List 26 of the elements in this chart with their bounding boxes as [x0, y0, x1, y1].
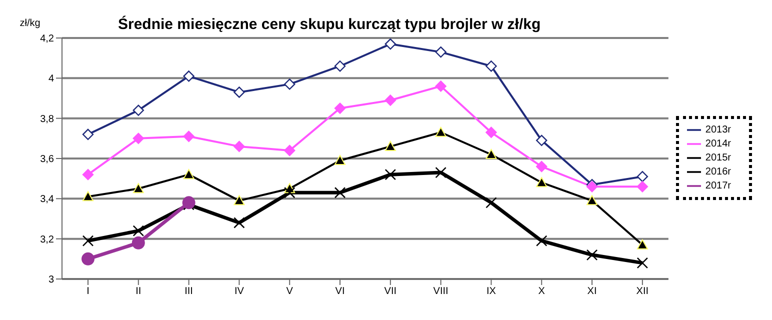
x-tick-label: IV: [234, 286, 244, 298]
legend-label: 2014r: [705, 138, 731, 150]
y-tick-label: 4: [48, 74, 54, 85]
x-tick-label: XII: [636, 286, 649, 298]
x-tick-label: I: [86, 286, 90, 298]
x-tick-label: III: [184, 286, 193, 298]
legend-label: 2017r: [705, 180, 731, 192]
x-tick-label: VI: [335, 286, 345, 298]
x-tick-label: V: [286, 286, 294, 298]
y-tick-label: 3: [48, 274, 54, 286]
x-tick-label: VIII: [433, 286, 448, 298]
legend-label: 2013r: [705, 124, 731, 136]
y-axis-title: zł/kg: [20, 18, 40, 29]
y-tick-label: 3,4: [40, 194, 54, 206]
x-tick-label: IX: [486, 286, 496, 298]
x-tick-label: X: [538, 286, 546, 298]
y-tick-label: 3,2: [40, 234, 54, 246]
x-tick-label: XI: [587, 286, 597, 298]
chart-title: Średnie miesięczne ceny skupu kurcząt typu brojler w zł/kg: [118, 16, 541, 33]
y-tick-label: 4,2: [40, 34, 54, 45]
x-tick-label: VII: [384, 286, 397, 298]
x-tick-label: II: [136, 286, 142, 298]
legend-label: 2016r: [705, 166, 731, 178]
y-tick-label: 3,6: [40, 154, 54, 166]
legend-label: 2015r: [705, 152, 731, 164]
y-tick-label: 3,8: [40, 114, 54, 125]
